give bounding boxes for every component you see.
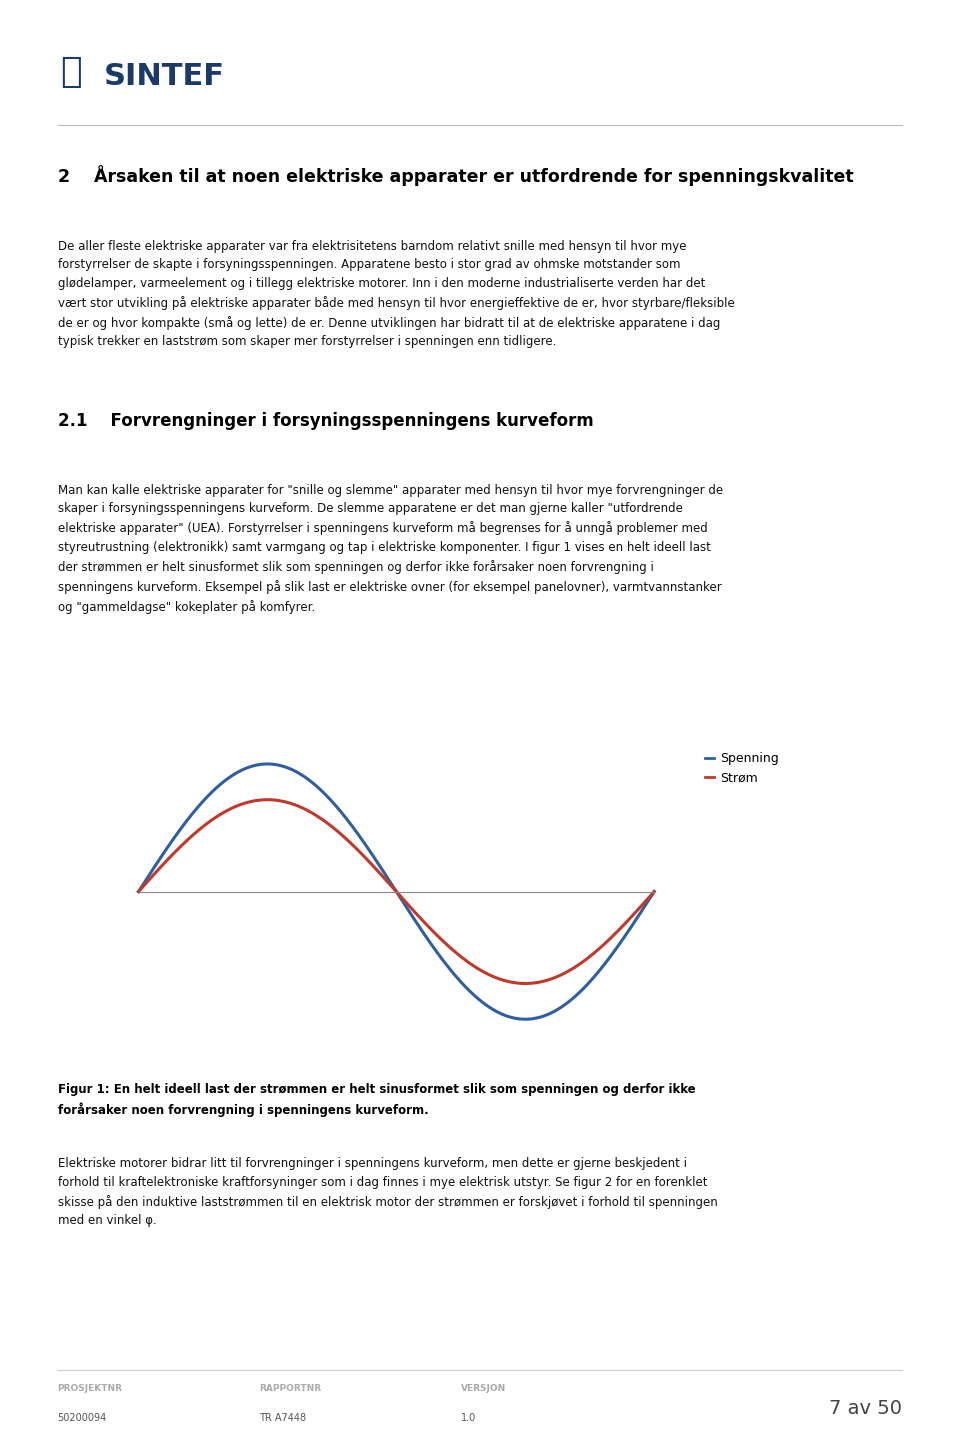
Text: 2.1    Forvrengninger i forsyningsspenningens kurveform: 2.1 Forvrengninger i forsyningsspenninge…: [58, 412, 593, 431]
Text: De aller fleste elektriske apparater var fra elektrisitetens barndom relativt sn: De aller fleste elektriske apparater var…: [58, 240, 734, 349]
Text: Figur 1: En helt ideell last der strømmen er helt sinusformet slik som spenninge: Figur 1: En helt ideell last der strømme…: [58, 1083, 695, 1117]
Text: PROSJEKTNR: PROSJEKTNR: [58, 1384, 123, 1393]
Text: Man kan kalle elektriske apparater for "snille og slemme" apparater med hensyn t: Man kan kalle elektriske apparater for "…: [58, 484, 723, 615]
Text: VERSJON: VERSJON: [461, 1384, 506, 1393]
Text: RAPPORTNR: RAPPORTNR: [259, 1384, 322, 1393]
Text: SINTEF: SINTEF: [104, 62, 225, 90]
Text: Elektriske motorer bidrar litt til forvrengninger i spenningens kurveform, men d: Elektriske motorer bidrar litt til forvr…: [58, 1157, 717, 1228]
Text: 2    Årsaken til at noen elektriske apparater er utfordrende for spenningskvalit: 2 Årsaken til at noen elektriske apparat…: [58, 165, 853, 187]
Text: ⦿: ⦿: [60, 55, 83, 89]
Legend: Spenning, Strøm: Spenning, Strøm: [701, 747, 784, 790]
Text: TR A7448: TR A7448: [259, 1413, 306, 1423]
Text: 1.0: 1.0: [461, 1413, 476, 1423]
Text: 7 av 50: 7 av 50: [829, 1399, 902, 1417]
Text: 50200094: 50200094: [58, 1413, 107, 1423]
